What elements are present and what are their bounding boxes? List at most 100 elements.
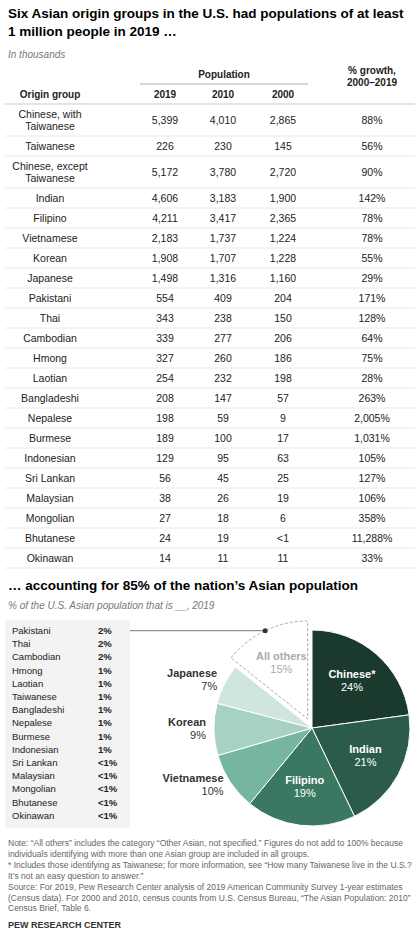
breakdown-value: 1% bbox=[98, 744, 112, 755]
breakdown-value: 1% bbox=[98, 731, 112, 742]
row-label: Japanese bbox=[27, 272, 73, 284]
text-line: Malaysian bbox=[26, 492, 73, 504]
table-cell: 3,183 bbox=[210, 192, 236, 204]
text-line: (Census data). For 2000 and 2010, census… bbox=[8, 893, 411, 903]
text-line: * Includes those identifying as Taiwanes… bbox=[8, 860, 412, 870]
text-line: Mongolian bbox=[26, 512, 75, 524]
table-cell: 95 bbox=[217, 452, 229, 464]
row-label: Burmese bbox=[29, 432, 71, 444]
text-line: individuals identifying with more than o… bbox=[8, 849, 309, 859]
table: PopulationOrigin group201920102000% grow… bbox=[5, 65, 415, 568]
data-label: 7% bbox=[201, 680, 217, 692]
text-line: Source: For 2019, Pew Research Center an… bbox=[8, 882, 402, 892]
breakdown-label: Sri Lankan bbox=[12, 757, 57, 768]
table-cell: 198 bbox=[156, 412, 174, 424]
footnote: Note: “All others” includes the category… bbox=[8, 838, 403, 859]
breakdown-label: Hmong bbox=[12, 665, 43, 676]
row-rule bbox=[5, 328, 415, 329]
row-rule bbox=[5, 428, 415, 429]
group-header-rule bbox=[140, 84, 308, 85]
leader-dot bbox=[263, 628, 268, 633]
slice-label: Japanese bbox=[167, 667, 217, 679]
table-cell: 57 bbox=[277, 392, 289, 404]
text-line: Indonesian bbox=[24, 452, 76, 464]
breakdown-value: 1% bbox=[98, 704, 112, 715]
group-header: Population bbox=[198, 69, 250, 80]
text-line: Cambodian bbox=[23, 332, 77, 344]
table-cell: 554 bbox=[156, 292, 174, 304]
text-line: Burmese bbox=[29, 432, 71, 444]
table-cell: 2,865 bbox=[270, 114, 296, 126]
table-cell: 409 bbox=[214, 292, 232, 304]
table-cell: 343 bbox=[156, 312, 174, 324]
table-cell: 78% bbox=[361, 212, 382, 224]
data-label: 9% bbox=[190, 729, 206, 741]
table-cell: 230 bbox=[214, 140, 232, 152]
table-cell: 1,228 bbox=[270, 252, 296, 264]
table-cell: 9 bbox=[280, 412, 286, 424]
table-cell: 27 bbox=[159, 512, 171, 524]
table-cell: 64% bbox=[361, 332, 382, 344]
row-label: Bhutanese bbox=[25, 532, 75, 544]
row-label: Korean bbox=[33, 252, 67, 264]
text-line: Six Asian origin groups in the U.S. had … bbox=[8, 6, 404, 21]
text-line: Filipino bbox=[33, 212, 66, 224]
breakdown-value: 2% bbox=[98, 625, 112, 636]
text-line: Bhutanese bbox=[25, 532, 75, 544]
breakdown-label: Burmese bbox=[12, 731, 50, 742]
breakdown-label: Bhutanese bbox=[12, 797, 57, 808]
row-rule bbox=[5, 408, 415, 409]
table-cell: 1,707 bbox=[210, 252, 236, 264]
row-rule bbox=[5, 248, 415, 249]
table-cell: 1,737 bbox=[210, 232, 236, 244]
table-cell: 4,211 bbox=[152, 212, 178, 224]
row-label: Filipino bbox=[33, 212, 66, 224]
table-cell: 189 bbox=[156, 432, 174, 444]
breakdown-label: Nepalese bbox=[12, 717, 52, 728]
table-cell: 11 bbox=[278, 552, 289, 564]
row-label: Taiwanese bbox=[25, 140, 75, 152]
table-cell: 3,417 bbox=[210, 212, 236, 224]
row-label: Chinese, exceptTaiwanese bbox=[12, 160, 87, 184]
table-cell: 263% bbox=[359, 392, 386, 404]
table-cell: 1,908 bbox=[152, 252, 178, 264]
breakdown-box bbox=[5, 620, 130, 828]
table-cell: 5,399 bbox=[152, 114, 178, 126]
breakdown-value: 2% bbox=[98, 651, 112, 662]
text-line: Thai bbox=[40, 312, 60, 324]
row-rule bbox=[5, 548, 415, 549]
table-cell: 2,183 bbox=[152, 232, 178, 244]
data-label: 24% bbox=[341, 681, 363, 693]
row-rule bbox=[5, 156, 415, 157]
text-line: Okinawan bbox=[27, 552, 74, 564]
pie-slice bbox=[312, 630, 409, 728]
table-cell: 26 bbox=[217, 492, 229, 504]
text-line: Note: “All others” includes the category… bbox=[8, 838, 403, 848]
text-line: Taiwanese bbox=[25, 120, 75, 132]
row-rule bbox=[5, 448, 415, 449]
title: Six Asian origin groups in the U.S. had … bbox=[8, 6, 404, 39]
table-cell: 19 bbox=[277, 492, 289, 504]
row-label: Vietnamese bbox=[22, 232, 77, 244]
table-cell: 1,316 bbox=[210, 272, 236, 284]
table-cell: 1,224 bbox=[270, 232, 296, 244]
row-label: Cambodian bbox=[23, 332, 77, 344]
breakdown-value: <1% bbox=[98, 797, 118, 808]
table-cell: 11 bbox=[218, 552, 229, 564]
row-rule bbox=[5, 508, 415, 509]
table-cell: 127% bbox=[359, 472, 386, 484]
slice-label: Filipino bbox=[285, 774, 324, 786]
row-rule bbox=[5, 136, 415, 137]
table-cell: 5,172 bbox=[152, 166, 178, 178]
table-cell: 238 bbox=[214, 312, 232, 324]
table-cell: 88% bbox=[361, 114, 382, 126]
table-cell: 75% bbox=[361, 352, 382, 364]
table-cell: 171% bbox=[359, 292, 386, 304]
table-cell: 100 bbox=[214, 432, 232, 444]
table-cell: 106% bbox=[359, 492, 386, 504]
table-cell: 17 bbox=[277, 432, 289, 444]
row-label: Pakistani bbox=[29, 292, 72, 304]
column-header: 2000 bbox=[272, 89, 295, 100]
table-cell: 208 bbox=[156, 392, 174, 404]
breakdown-label: Mongolian bbox=[12, 783, 56, 794]
